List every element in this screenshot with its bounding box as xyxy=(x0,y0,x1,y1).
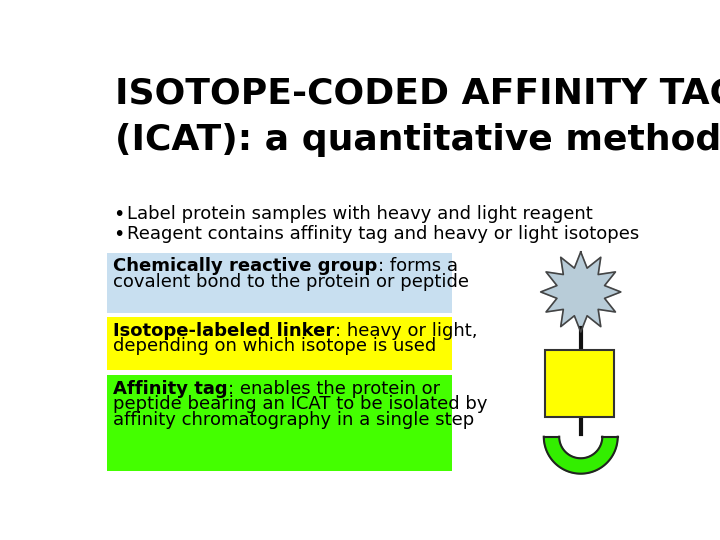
Bar xyxy=(107,318,452,370)
Text: covalent bond to the protein or peptide: covalent bond to the protein or peptide xyxy=(113,273,469,291)
Text: Reagent contains affinity tag and heavy or light isotopes: Reagent contains affinity tag and heavy … xyxy=(127,225,639,243)
Polygon shape xyxy=(544,437,618,474)
Text: : forms a: : forms a xyxy=(377,257,458,275)
Text: ISOTOPE-CODED AFFINITY TAG: ISOTOPE-CODED AFFINITY TAG xyxy=(115,76,720,110)
Text: Isotope-labeled linker: Isotope-labeled linker xyxy=(113,322,335,340)
Text: : enables the protein or: : enables the protein or xyxy=(228,380,440,398)
Text: peptide bearing an ICAT to be isolated by: peptide bearing an ICAT to be isolated b… xyxy=(113,395,488,413)
Bar xyxy=(107,375,452,470)
Text: : heavy or light,: : heavy or light, xyxy=(335,322,477,340)
Text: •: • xyxy=(113,225,125,244)
Bar xyxy=(544,350,614,417)
Text: affinity chromatography in a single step: affinity chromatography in a single step xyxy=(113,410,474,429)
Text: Label protein samples with heavy and light reagent: Label protein samples with heavy and lig… xyxy=(127,205,593,223)
Text: Affinity tag: Affinity tag xyxy=(113,380,228,398)
Text: depending on which isotope is used: depending on which isotope is used xyxy=(113,338,436,355)
Text: (ICAT): a quantitative method: (ICAT): a quantitative method xyxy=(115,123,720,157)
Bar xyxy=(107,253,452,313)
Polygon shape xyxy=(541,252,621,332)
Text: •: • xyxy=(113,205,125,224)
Text: Chemically reactive group: Chemically reactive group xyxy=(113,257,377,275)
